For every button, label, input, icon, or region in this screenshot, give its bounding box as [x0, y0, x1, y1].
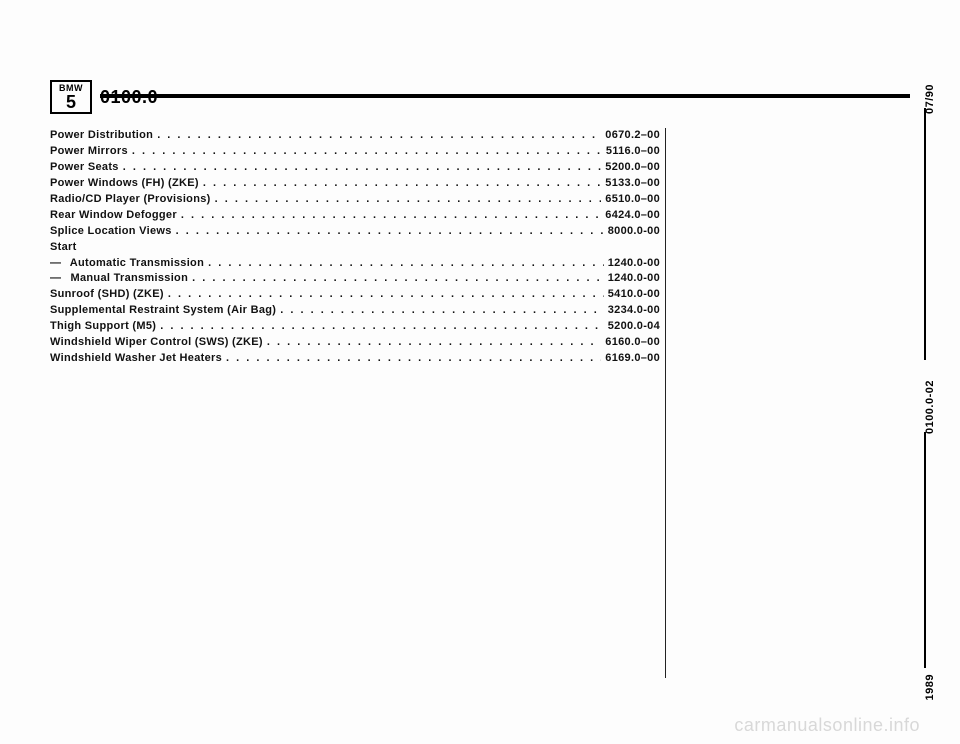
toc-code: 5116.0–00: [606, 144, 660, 160]
toc-label: Sunroof (SHD) (ZKE): [50, 287, 164, 303]
toc-label: Power Distribution: [50, 128, 153, 144]
toc-code: 0670.2–00: [605, 128, 660, 144]
column-divider: [665, 128, 666, 678]
badge-series: 5: [66, 93, 76, 111]
toc-row: Power Mirrors. . . . . . . . . . . . . .…: [50, 144, 660, 160]
toc-leader-dots: . . . . . . . . . . . . . . . . . . . . …: [132, 144, 602, 160]
toc-code: 6510.0–00: [605, 192, 660, 208]
toc-code: 5200.0-04: [608, 319, 660, 335]
toc-code: 5200.0–00: [605, 160, 660, 176]
toc-label: Radio/CD Player (Provisions): [50, 192, 211, 208]
right-rail: 07/90 0100.0-02 1989: [910, 80, 940, 690]
toc-leader-dots: . . . . . . . . . . . . . . . . . . . . …: [215, 192, 602, 208]
toc-label: Thigh Support (M5): [50, 319, 156, 335]
table-of-contents: Power Distribution. . . . . . . . . . . …: [50, 128, 660, 367]
rail-line-top: [924, 108, 926, 360]
toc-row: Radio/CD Player (Provisions). . . . . . …: [50, 192, 660, 208]
rail-page-code: 0100.0-02: [924, 380, 936, 434]
toc-code: 5410.0-00: [608, 287, 660, 303]
toc-label: Power Windows (FH) (ZKE): [50, 176, 199, 192]
toc-row: Windshield Wiper Control (SWS) (ZKE). . …: [50, 335, 660, 351]
toc-label: Power Mirrors: [50, 144, 128, 160]
toc-row: Splice Location Views. . . . . . . . . .…: [50, 224, 660, 240]
toc-leader-dots: . . . . . . . . . . . . . . . . . . . . …: [208, 256, 604, 272]
toc-leader-dots: . . . . . . . . . . . . . . . . . . . . …: [157, 128, 601, 144]
toc-label: Splice Location Views: [50, 224, 172, 240]
toc-leader-dots: . . . . . . . . . . . . . . . . . . . . …: [176, 224, 604, 240]
toc-code: 6424.0–00: [605, 208, 660, 224]
toc-leader-dots: . . . . . . . . . . . . . . . . . . . . …: [203, 176, 601, 192]
toc-label: Rear Window Defogger: [50, 208, 177, 224]
toc-leader-dots: . . . . . . . . . . . . . . . . . . . . …: [181, 208, 601, 224]
toc-code: 1240.0-00: [608, 256, 660, 272]
toc-code: 5133.0–00: [605, 176, 660, 192]
dash-icon: —: [50, 271, 71, 287]
toc-row: Thigh Support (M5). . . . . . . . . . . …: [50, 319, 660, 335]
toc-row: Supplemental Restraint System (Air Bag).…: [50, 303, 660, 319]
toc-label: Supplemental Restraint System (Air Bag): [50, 303, 276, 319]
toc-code: 6160.0–00: [605, 335, 660, 351]
manual-page: BMW 5 0100.0 Power Distribution. . . . .…: [0, 0, 960, 744]
toc-row: Power Seats. . . . . . . . . . . . . . .…: [50, 160, 660, 176]
toc-code: 8000.0-00: [608, 224, 660, 240]
toc-label: Windshield Washer Jet Heaters: [50, 351, 222, 367]
toc-label: Automatic Transmission: [70, 256, 204, 272]
toc-label: Power Seats: [50, 160, 119, 176]
bmw-badge: BMW 5: [50, 80, 92, 114]
dash-icon: —: [50, 256, 70, 272]
toc-leader-dots: . . . . . . . . . . . . . . . . . . . . …: [280, 303, 604, 319]
toc-code: 6169.0–00: [605, 351, 660, 367]
toc-code: 3234.0-00: [608, 303, 660, 319]
toc-leader-dots: . . . . . . . . . . . . . . . . . . . . …: [192, 271, 604, 287]
watermark: carmanualsonline.info: [734, 715, 920, 736]
rail-line-bot: [924, 432, 926, 668]
toc-label: Windshield Wiper Control (SWS) (ZKE): [50, 335, 263, 351]
toc-group-label: Start: [50, 240, 660, 256]
toc-row: Power Distribution. . . . . . . . . . . …: [50, 128, 660, 144]
toc-code: 1240.0-00: [608, 271, 660, 287]
header-rule: [100, 94, 910, 98]
toc-leader-dots: . . . . . . . . . . . . . . . . . . . . …: [226, 351, 601, 367]
toc-row: Sunroof (SHD) (ZKE). . . . . . . . . . .…: [50, 287, 660, 303]
toc-row: Power Windows (FH) (ZKE). . . . . . . . …: [50, 176, 660, 192]
toc-leader-dots: . . . . . . . . . . . . . . . . . . . . …: [160, 319, 604, 335]
toc-leader-dots: . . . . . . . . . . . . . . . . . . . . …: [168, 287, 604, 303]
toc-row: Rear Window Defogger. . . . . . . . . . …: [50, 208, 660, 224]
toc-leader-dots: . . . . . . . . . . . . . . . . . . . . …: [267, 335, 601, 351]
toc-row: —Automatic Transmission. . . . . . . . .…: [50, 256, 660, 272]
toc-row: —Manual Transmission. . . . . . . . . . …: [50, 271, 660, 287]
toc-label: Manual Transmission: [71, 271, 189, 287]
toc-row: Windshield Washer Jet Heaters. . . . . .…: [50, 351, 660, 367]
rail-year: 1989: [924, 674, 936, 700]
toc-leader-dots: . . . . . . . . . . . . . . . . . . . . …: [123, 160, 602, 176]
